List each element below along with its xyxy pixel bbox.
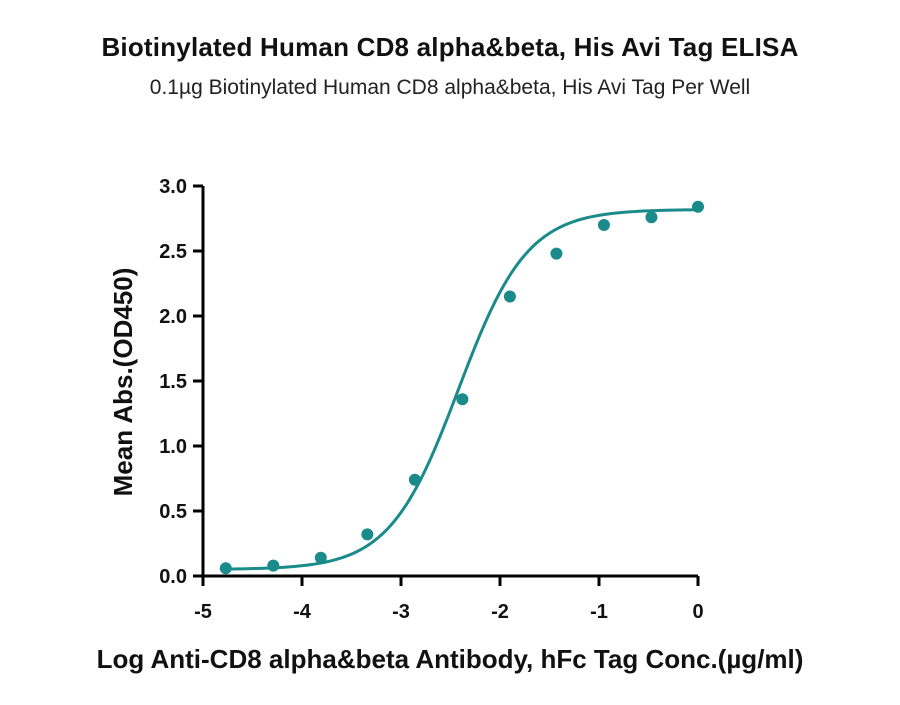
data-point (219, 562, 232, 575)
x-tick-label: -2 (491, 601, 509, 623)
data-point (645, 211, 658, 224)
data-point (503, 290, 516, 303)
data-points-layer (219, 200, 704, 575)
x-tick-label: 0 (692, 601, 703, 623)
y-tick-label: 0.0 (159, 566, 187, 588)
y-axis-label: Mean Abs.(OD450) (108, 268, 138, 497)
x-tick-label: -3 (392, 601, 410, 623)
data-point (408, 473, 421, 486)
data-point (361, 528, 374, 541)
y-tick-label: 2.0 (159, 306, 187, 328)
x-tick-label: -5 (194, 601, 212, 623)
fit-curve (225, 208, 699, 571)
y-tick-label: 2.5 (159, 241, 187, 263)
data-point (597, 219, 610, 231)
chart-title: Biotinylated Human CD8 alpha&beta, His A… (101, 32, 799, 62)
chart-subtitle: 0.1µg Biotinylated Human CD8 alpha&beta,… (149, 76, 751, 99)
axes: 0.0 0.5 1.0 1.5 2.0 2.5 3.0 -5 -4 -3 -2 -1 0 (159, 176, 703, 623)
y-tick-label: 0.5 (159, 501, 187, 523)
data-point (692, 200, 704, 213)
y-tick-label: 1.0 (159, 436, 187, 458)
data-point (550, 247, 563, 260)
x-axis-label: Log Anti-CD8 alpha&beta Antibody, hFc Ta… (97, 644, 804, 674)
data-point (456, 393, 469, 406)
fit-curve-layer (225, 208, 699, 571)
x-tick-label: -4 (293, 601, 312, 623)
data-point (267, 559, 280, 572)
y-tick-label: 3.0 (159, 176, 187, 198)
x-tick-label: -1 (590, 601, 608, 623)
y-tick-label: 1.5 (159, 371, 187, 393)
data-point (314, 551, 327, 564)
